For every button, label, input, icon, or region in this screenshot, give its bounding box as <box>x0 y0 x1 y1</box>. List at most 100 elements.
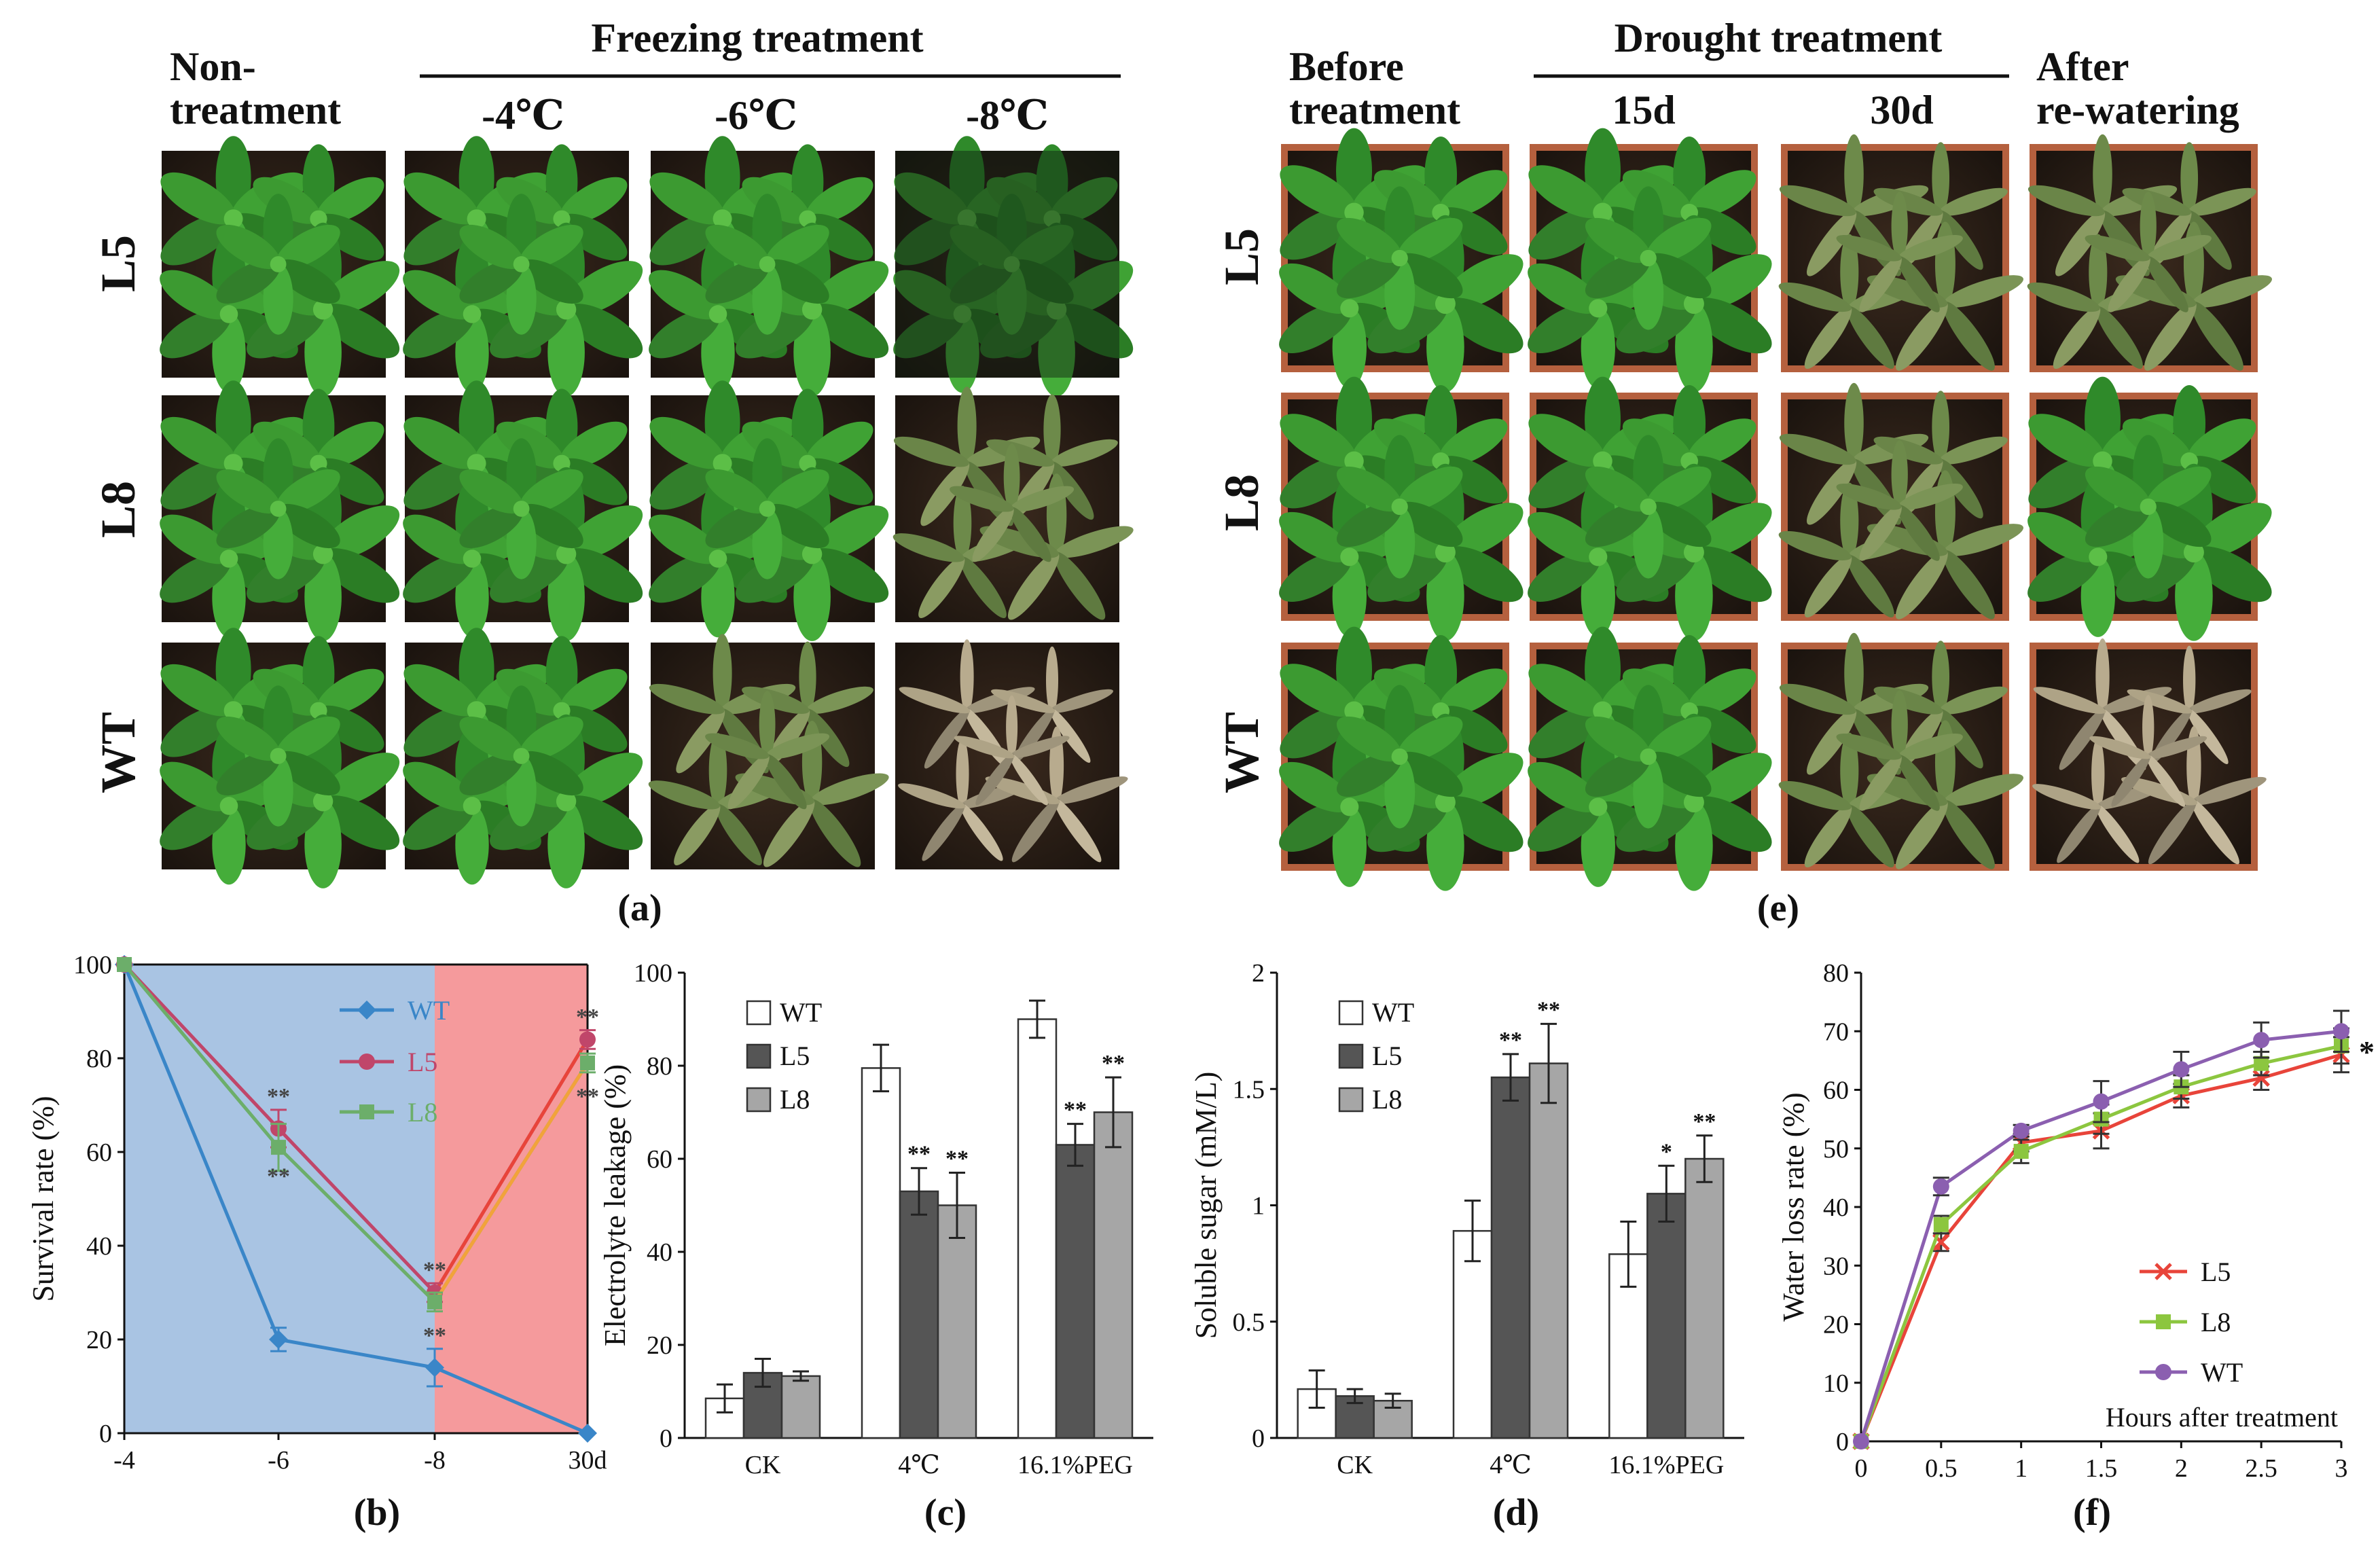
x-tick-label: 16.1%PEG <box>1017 1451 1133 1479</box>
plant-photo <box>641 380 897 641</box>
y-tick-label: 40 <box>86 1232 112 1261</box>
y-tick-label: 1 <box>1252 1192 1265 1221</box>
significance-mark: ** <box>576 1084 599 1109</box>
significance-mark: ** <box>1499 1028 1522 1053</box>
a-col-header: -6℃ <box>715 93 797 138</box>
legend: WT L5 L8 <box>747 997 822 1115</box>
data-point-WT <box>2253 1032 2269 1048</box>
plant-photo <box>1520 377 1780 641</box>
legend-label: L5 <box>408 1047 437 1077</box>
bar-L8 <box>782 1376 820 1438</box>
legend-label: WT <box>1372 997 1414 1028</box>
x-tick-label: 3 <box>2335 1454 2348 1483</box>
bar-WT <box>862 1068 900 1438</box>
y-tick-label: 50 <box>1823 1135 1849 1164</box>
series-WT <box>1853 1011 2349 1449</box>
legend: L5L8WT <box>2140 1257 2243 1388</box>
bar-L8 <box>1685 1159 1723 1438</box>
significance-mark: ** <box>423 1258 446 1283</box>
legend-label: L8 <box>1372 1084 1402 1115</box>
y-tick-label: 40 <box>1823 1193 1849 1222</box>
legend-label: WT <box>780 997 822 1028</box>
y-tick-label: 0 <box>1836 1428 1849 1456</box>
legend-swatch <box>747 1045 770 1068</box>
x-tick-label: 1 <box>2015 1454 2027 1483</box>
y-tick-label: 60 <box>86 1138 112 1167</box>
data-point-WT <box>2333 1023 2349 1039</box>
a-col-header: -8℃ <box>966 93 1049 138</box>
y-axis-title: Survival rate (%) <box>26 1096 60 1302</box>
x-tick-label: 16.1%PEG <box>1608 1451 1724 1479</box>
data-point-L8 <box>271 1140 286 1155</box>
x-tick-label: 0.5 <box>1925 1454 1958 1483</box>
y-tick-label: 30 <box>1823 1252 1849 1280</box>
chart-f-water-loss-rate: 010203040506070800 0.5 1 1.5 2 2.5 3*L5L8WTHou… <box>1777 959 2375 1534</box>
legend-swatch <box>1339 1088 1363 1111</box>
e-header-after-1: After <box>2036 44 2129 89</box>
plant-photo <box>1272 627 1532 891</box>
e-header-before-2: treatment <box>1289 88 1460 132</box>
panel-e: Before treatment Drought treatment 15d 3… <box>1214 16 2280 929</box>
re-watering-background <box>435 965 588 1433</box>
significance-mark: ** <box>1537 997 1560 1022</box>
y-axis-title: Soluble sugar (mM/L) <box>1189 1072 1223 1339</box>
figure: Non- treatment Freezing treatment -4℃ -6… <box>0 0 2380 1567</box>
y-tick-label: 0 <box>660 1424 672 1453</box>
bar-WT <box>1018 1020 1056 1439</box>
y-tick-label: 80 <box>86 1045 112 1073</box>
panel-label: (d) <box>1493 1492 1539 1534</box>
legend-label: WT <box>408 995 450 1026</box>
legend-swatch <box>747 1088 770 1111</box>
legend-label: L8 <box>2201 1307 2231 1337</box>
plant-photo <box>890 386 1136 625</box>
y-tick-label: 2 <box>1252 959 1265 988</box>
y-axis-title: Water loss rate (%) <box>1777 1092 1810 1321</box>
plant-photo <box>646 634 892 872</box>
data-point-L8 <box>1934 1217 1949 1232</box>
plant-photo <box>1520 128 1780 393</box>
legend-marker <box>359 1104 374 1119</box>
a-header-nontreatment-1: Non- <box>170 44 256 89</box>
legend-swatch <box>1339 1045 1363 1068</box>
e-row-label: L5 <box>1214 228 1269 285</box>
data-point-WT <box>1853 1433 1869 1449</box>
legend-label: WT <box>2201 1357 2243 1388</box>
y-tick-label: 0 <box>1252 1424 1265 1453</box>
legend-swatch <box>747 1001 770 1024</box>
plant-photo <box>1272 377 1532 641</box>
photo-grid-e <box>1272 128 2280 891</box>
x-tick-label: -8 <box>424 1446 446 1475</box>
data-point-WT <box>2093 1094 2110 1110</box>
y-tick-label: 100 <box>634 959 672 988</box>
bar-L8 <box>1530 1064 1568 1438</box>
y-tick-label: 60 <box>1823 1077 1849 1105</box>
legend-label: L8 <box>408 1097 437 1128</box>
significance-mark: ** <box>1102 1051 1125 1076</box>
plant-photo <box>886 136 1141 397</box>
data-point-L8 <box>117 957 132 972</box>
chart-c-electrolyte-leakage: 0 20 40 60 80 100 CK 4℃ ** ** 16.1%PEG ** ** WT L5 L8 El… <box>598 959 1153 1534</box>
data-point-L8 <box>427 1295 442 1310</box>
significance-mark: ** <box>1064 1098 1087 1123</box>
chart-b-survival-rate: 020406080100-4 -6 -8 30d************WTL5L8S… <box>26 951 607 1534</box>
data-point-WT <box>2013 1123 2030 1139</box>
significance-mark: ** <box>576 1005 599 1030</box>
a-row-label: L8 <box>91 481 145 538</box>
legend-swatch <box>1339 1001 1363 1024</box>
data-point-L8 <box>580 1056 595 1070</box>
a-row-label: WT <box>91 712 145 793</box>
bar-L5 <box>900 1191 938 1438</box>
plant-photo <box>641 136 897 397</box>
significance-mark: ** <box>1693 1109 1716 1134</box>
plant-photo <box>2030 638 2269 871</box>
e-col-header: 15d <box>1612 88 1675 132</box>
legend-label: L8 <box>780 1084 810 1115</box>
legend: WT L5 L8 <box>1339 997 1414 1115</box>
y-tick-label: 60 <box>647 1145 672 1174</box>
plant-photo <box>1776 134 2027 376</box>
y-tick-label: 80 <box>1823 959 1849 988</box>
x-tick-label: 4℃ <box>898 1451 940 1479</box>
y-tick-label: 20 <box>86 1326 112 1354</box>
y-tick-label: 70 <box>1823 1017 1849 1046</box>
x-tick-label: -4 <box>113 1446 135 1475</box>
